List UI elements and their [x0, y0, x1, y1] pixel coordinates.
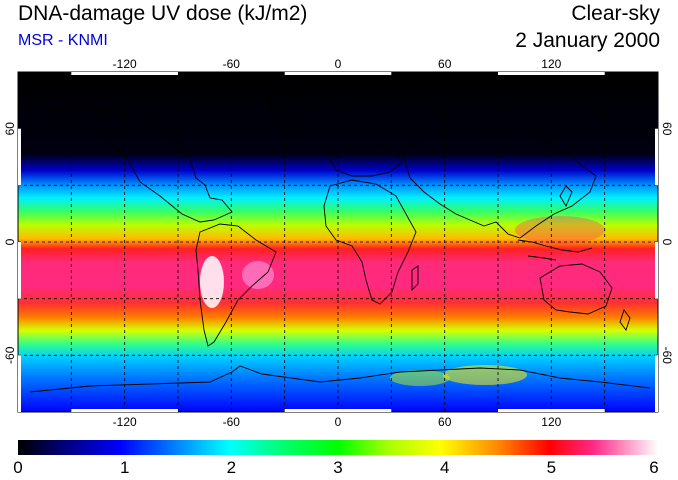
coast-south-america	[195, 223, 277, 347]
coast-antarctica	[29, 365, 651, 393]
lat-label-right: 0	[660, 239, 674, 246]
colorbar-label: 0	[13, 458, 23, 477]
colorbar-label: 5	[546, 458, 557, 477]
colorbar-label: 6	[649, 458, 659, 477]
coast-australia	[539, 263, 613, 315]
colorbar-label: 1	[119, 458, 130, 477]
uv-peak-brazil	[242, 261, 274, 289]
colorbar-label: 2	[226, 458, 237, 477]
colorbar-label: 4	[439, 458, 450, 477]
colorbar-label: 3	[333, 458, 343, 477]
lon-labels-bottom: -120 -60 0 60 120	[113, 415, 562, 429]
uv-antarctic-west	[390, 370, 450, 386]
lon-label-bottom: 60	[438, 415, 452, 429]
lon-label-bottom: -60	[223, 415, 241, 429]
colorbar	[18, 440, 658, 455]
source-label: MSR - KNMI	[18, 32, 108, 49]
coastlines	[29, 91, 651, 393]
uv-antarctic-plateau	[443, 365, 527, 385]
lat-label-left: 0	[3, 238, 17, 245]
lat-labels-left: 60 0 -60	[3, 122, 17, 364]
graticule	[18, 72, 658, 412]
uv-maritime-continent	[515, 216, 605, 244]
lon-label-top: -120	[113, 57, 137, 71]
map-frame	[17, 71, 659, 413]
lat-label-left: -60	[3, 346, 17, 364]
coast-japan	[559, 185, 573, 207]
coast-africa	[323, 179, 417, 305]
coast-madagascar	[411, 265, 419, 292]
lon-labels-top: -120 -60 0 60 120	[113, 57, 562, 71]
lat-label-right: 60	[660, 122, 674, 136]
coast-greenland	[269, 91, 311, 131]
coast-north-america	[39, 107, 233, 223]
lat-labels-right: 60 0 -60	[660, 122, 674, 364]
uv-peak-andes	[200, 256, 224, 308]
lon-label-bottom: 0	[335, 415, 342, 429]
coast-new-zealand	[619, 309, 631, 331]
lat-label-right: -60	[660, 347, 674, 365]
sky-condition-label: Clear-sky	[571, 2, 660, 25]
lon-label-top: 120	[541, 57, 561, 71]
coast-europe	[329, 144, 403, 177]
lon-label-bottom: -120	[113, 415, 137, 429]
lon-label-top: -60	[223, 57, 241, 71]
lat-label-left: 60	[3, 122, 17, 136]
date-label: 2 January 2000	[515, 29, 660, 52]
lon-label-top: 60	[438, 57, 452, 71]
chart-title: DNA-damage UV dose (kJ/m2)	[18, 2, 308, 25]
lon-label-bottom: 120	[541, 415, 561, 429]
coast-asia	[401, 129, 597, 239]
lon-label-top: 0	[335, 57, 342, 71]
